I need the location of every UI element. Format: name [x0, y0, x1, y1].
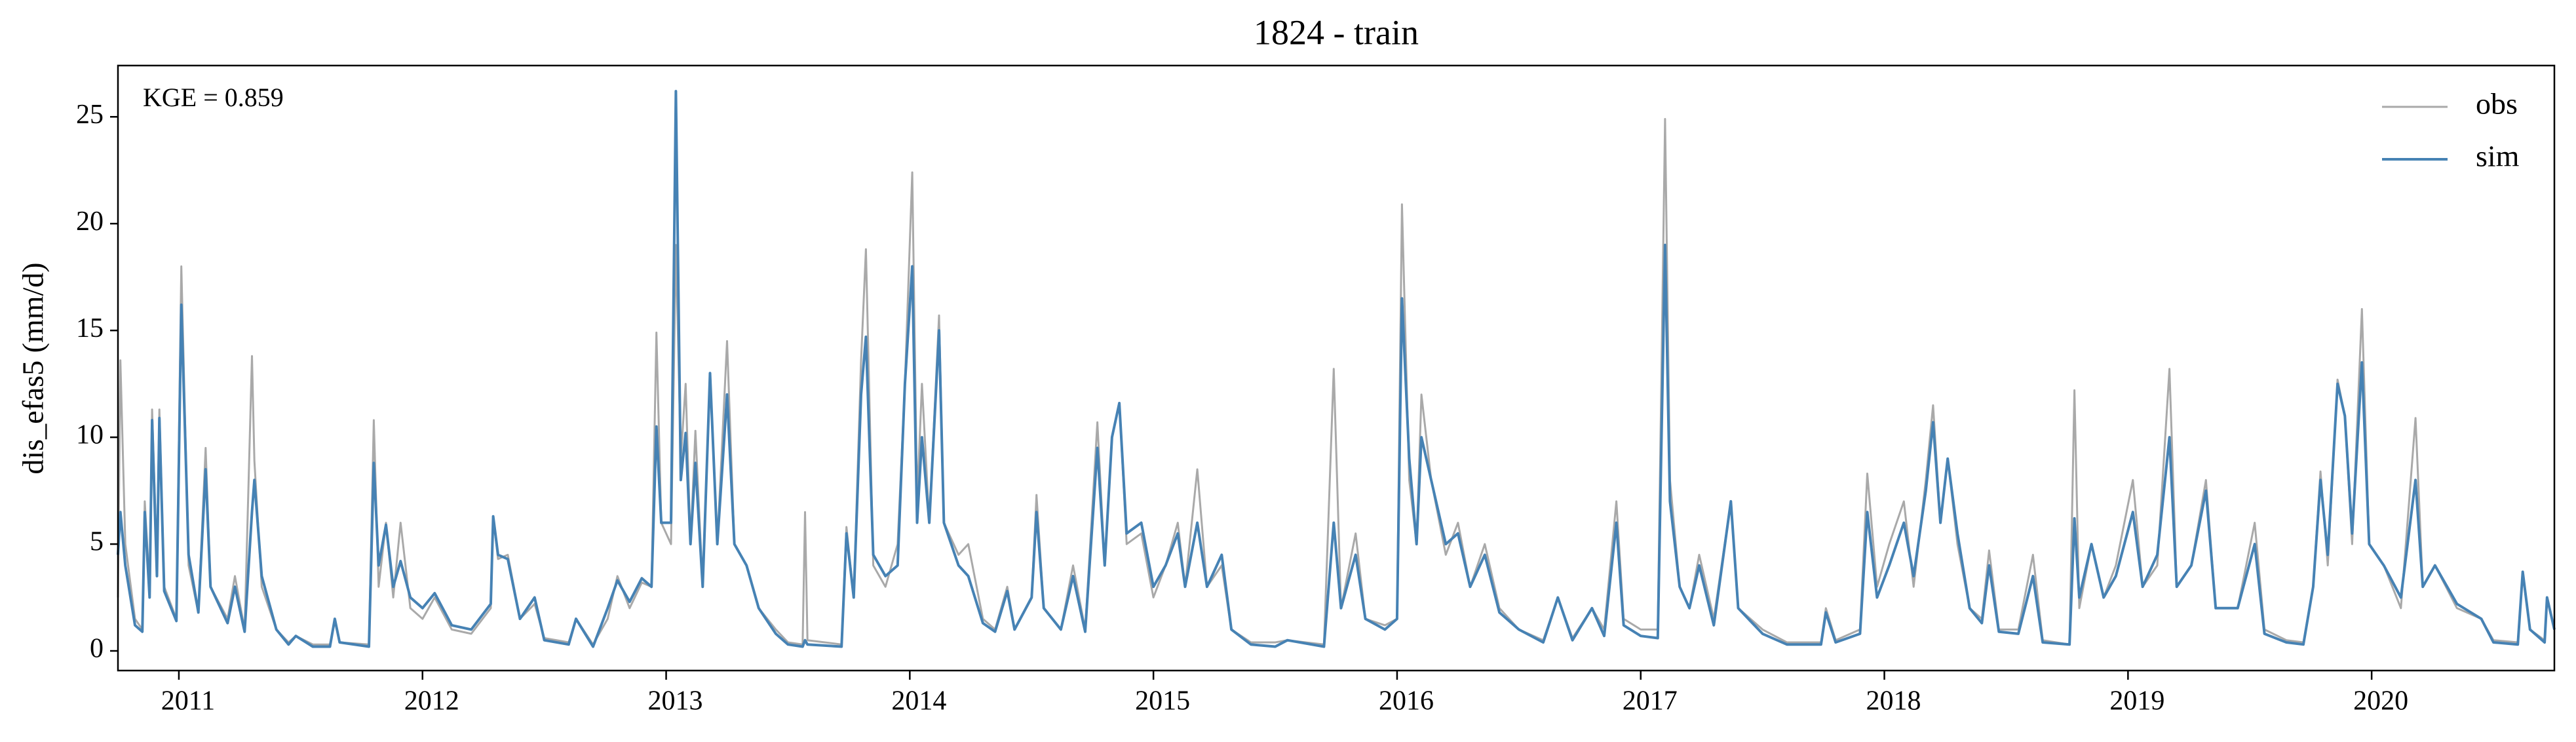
y-tick-label: 15 [76, 313, 104, 343]
plot-frame [117, 64, 2556, 672]
y-tick-label: 20 [76, 206, 104, 237]
annotation: KGE = 0.859 [143, 83, 284, 112]
x-tick-label: 2014 [891, 686, 946, 716]
x-tick-label: 2011 [161, 686, 215, 716]
chart-title: 1824 - train [1254, 12, 1419, 52]
legend-label: sim [2476, 140, 2520, 173]
x-tick-label: 2017 [1623, 686, 1678, 716]
x-tick-label: 2013 [648, 686, 703, 716]
x-tick-label: 2020 [2353, 686, 2408, 716]
x-tick-label: 2018 [1866, 686, 1921, 716]
x-tick-label: 2019 [2109, 686, 2164, 716]
y-tick-label: 5 [90, 527, 104, 557]
x-tick-label: 2016 [1379, 686, 1434, 716]
x-tick-label: 2015 [1135, 686, 1190, 716]
y-tick-label: 10 [76, 420, 104, 450]
x-tick-label: 2012 [404, 686, 459, 716]
y-axis-label: dis_efas5 (mm/d) [16, 262, 50, 474]
y-tick-label: 25 [76, 100, 104, 130]
series-line [117, 90, 2556, 648]
legend-label: obs [2476, 87, 2518, 121]
y-tick-label: 0 [90, 634, 104, 664]
